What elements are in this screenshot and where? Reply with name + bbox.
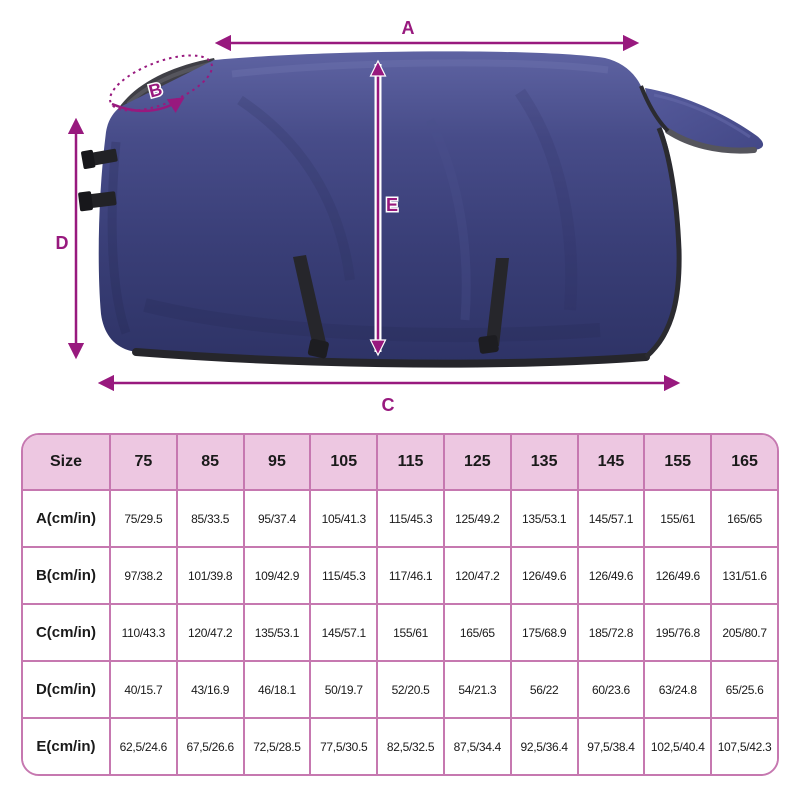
measurement-cell: 165/65 (442, 603, 510, 660)
measurement-row-label: E(cm/in) (23, 717, 109, 774)
blanket-illustration: A B C D (56, 18, 764, 415)
measure-arrow-e: E (369, 59, 400, 357)
size-column-155: 155 (643, 435, 711, 489)
measurement-cell: 67,5/26.6 (175, 717, 243, 774)
measure-label-c: C (382, 395, 395, 415)
measurement-cell: 145/57.1 (576, 489, 644, 546)
measurement-cell: 155/61 (643, 489, 711, 546)
measurement-cell: 97/38.2 (108, 546, 176, 603)
measurement-cell: 92,5/36.4 (509, 717, 577, 774)
measurement-cell: 126/49.6 (643, 546, 711, 603)
measurement-cell: 62,5/24.6 (108, 717, 176, 774)
measurement-row-label: B(cm/in) (23, 546, 109, 603)
measurement-cell: 125/49.2 (442, 489, 510, 546)
measurement-cell: 77,5/30.5 (309, 717, 377, 774)
size-table-body: A(cm/in) 75/29.5 85/33.5 95/37.4 105/41.3 115… (23, 489, 777, 774)
measure-arrow-a: A (214, 18, 640, 52)
measurement-cell: 165/65 (710, 489, 777, 546)
measurement-cell: 65/25.6 (710, 660, 777, 717)
size-column-125: 125 (442, 435, 510, 489)
measurement-cell: 97,5/38.4 (576, 717, 644, 774)
measurement-cell: 117/46.1 (376, 546, 443, 603)
size-table: Size 75 85 95 105 115 125 135 145 155 165 A(cm/in)… (23, 435, 777, 774)
measurement-cell: 135/53.1 (509, 489, 577, 546)
size-column-165: 165 (710, 435, 777, 489)
measurement-cell: 109/42.9 (242, 546, 310, 603)
measurement-cell: 195/76.8 (643, 603, 711, 660)
size-column-95: 95 (242, 435, 310, 489)
measurement-cell: 102,5/40.4 (643, 717, 711, 774)
measurement-cell: 63/24.8 (643, 660, 711, 717)
size-table-header-row: Size 75 85 95 105 115 125 135 145 155 165 (23, 435, 777, 489)
measurement-cell: 54/21.3 (442, 660, 510, 717)
measurement-row-label: D(cm/in) (23, 660, 109, 717)
bottom-binding (132, 348, 650, 368)
measurement-cell: 50/19.7 (309, 660, 377, 717)
measurement-row: A(cm/in) 75/29.5 85/33.5 95/37.4 105/41.3 115… (23, 489, 777, 546)
leg-strap-left (293, 255, 329, 359)
measurement-cell: 110/43.3 (108, 603, 176, 660)
measurement-cell: 82,5/32.5 (376, 717, 443, 774)
measurement-cell: 131/51.6 (710, 546, 777, 603)
leg-strap-right (478, 258, 509, 354)
measurement-row-label: C(cm/in) (23, 603, 109, 660)
measurement-cell: 175/68.9 (509, 603, 577, 660)
measurement-cell: 115/45.3 (309, 546, 377, 603)
measurement-cell: 46/18.1 (242, 660, 310, 717)
measurement-row: B(cm/in) 97/38.2 101/39.8 109/42.9 115/45.3 1… (23, 546, 777, 603)
measure-arrow-d: D (56, 117, 85, 360)
measurement-row: E(cm/in) 62,5/24.6 67,5/26.6 72,5/28.5 77,5/… (23, 717, 777, 774)
measurement-cell: 105/41.3 (309, 489, 377, 546)
blanket-measurement-diagram: A B C D (56, 18, 764, 415)
measurement-row-label: A(cm/in) (23, 489, 109, 546)
measurement-cell: 101/39.8 (175, 546, 243, 603)
measurement-cell: 155/61 (376, 603, 443, 660)
measurement-cell: 107,5/42.3 (710, 717, 777, 774)
tail-flap (645, 88, 764, 151)
size-column-85: 85 (175, 435, 243, 489)
measure-label-a: A (402, 18, 415, 38)
measure-label-d: D (56, 233, 69, 253)
measure-arrow-c: C (97, 374, 681, 415)
measurement-cell: 126/49.6 (576, 546, 644, 603)
measurement-cell: 52/20.5 (376, 660, 443, 717)
measurement-cell: 85/33.5 (175, 489, 243, 546)
size-column-105: 105 (309, 435, 377, 489)
chest-buckle-top (81, 148, 118, 170)
measurement-cell: 120/47.2 (442, 546, 510, 603)
blanket-body (98, 51, 679, 364)
rear-binding (644, 127, 682, 359)
measurement-cell: 75/29.5 (108, 489, 176, 546)
measurement-cell: 72,5/28.5 (242, 717, 310, 774)
measurement-cell: 205/80.7 (710, 603, 777, 660)
measurement-cell: 135/53.1 (242, 603, 310, 660)
measurement-cell: 60/23.6 (576, 660, 644, 717)
measurement-cell: 145/57.1 (309, 603, 377, 660)
size-column-75: 75 (108, 435, 176, 489)
size-column-145: 145 (576, 435, 644, 489)
measure-label-e: E (386, 195, 398, 215)
measurement-row: D(cm/in) 40/15.7 43/16.9 46/18.1 50/19.7 52/2… (23, 660, 777, 717)
measurement-row: C(cm/in) 110/43.3 120/47.2 135/53.1 145/57.1… (23, 603, 777, 660)
measurement-cell: 126/49.6 (509, 546, 577, 603)
measurement-cell: 185/72.8 (576, 603, 644, 660)
size-table-container: Size 75 85 95 105 115 125 135 145 155 165 A(cm/in)… (21, 433, 779, 776)
tail-flap-binding (665, 128, 757, 154)
measurement-cell: 56/22 (509, 660, 577, 717)
size-column-135: 135 (509, 435, 577, 489)
measurement-cell: 120/47.2 (175, 603, 243, 660)
measurement-cell: 43/16.9 (175, 660, 243, 717)
measurement-cell: 40/15.7 (108, 660, 176, 717)
measurement-cell: 95/37.4 (242, 489, 310, 546)
size-column-115: 115 (376, 435, 443, 489)
size-column-header: Size (23, 435, 109, 489)
measurement-cell: 115/45.3 (376, 489, 443, 546)
measurement-cell: 87,5/34.4 (442, 717, 510, 774)
